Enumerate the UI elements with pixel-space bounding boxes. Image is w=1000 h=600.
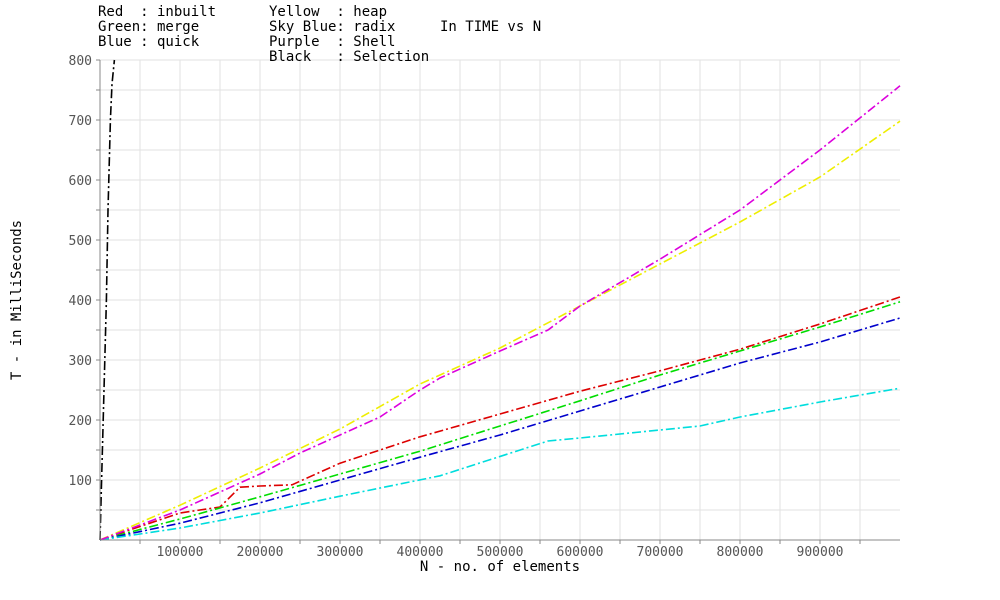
legend-entry-radix: Sky Blue: radix	[269, 19, 395, 35]
legend-entry-quick: Blue : quick	[98, 34, 200, 50]
y-tick-label: 800	[69, 54, 92, 69]
series-line-selection	[99, 59, 116, 541]
y-tick-label: 500	[69, 234, 92, 249]
legend-entry-selection: Black : Selection	[269, 49, 429, 65]
legend-entry-inbuilt: Red : inbuilt	[98, 4, 216, 20]
x-tick-label: 200000	[237, 545, 284, 560]
y-axis-title: T - in MilliSeconds	[9, 220, 25, 380]
x-tick-label: 800000	[717, 545, 764, 560]
x-tick-label: 100000	[157, 545, 204, 560]
series-line-radix	[99, 387, 901, 541]
grid	[100, 59, 900, 540]
series-line-shell	[99, 85, 901, 541]
legend-entry-shell: Purple : Shell	[269, 34, 395, 50]
x-tick-label: 600000	[557, 545, 604, 560]
x-tick-label: 900000	[797, 545, 844, 560]
series-line-inbuilt	[99, 296, 901, 541]
x-tick-label: 400000	[397, 545, 444, 560]
legend-entry-heap: Yellow : heap	[269, 4, 387, 20]
x-tick-label: 300000	[317, 545, 364, 560]
tick-layer: 100000 200000 300000 400000 500000 600000 7000…	[69, 54, 861, 560]
y-tick-label: 300	[69, 354, 92, 369]
y-tick-label: 100	[69, 474, 92, 489]
x-tick-label: 500000	[477, 545, 524, 560]
series-line-quick	[99, 317, 901, 541]
series-line-heap	[99, 120, 901, 541]
chart-title: In TIME vs N	[440, 19, 541, 35]
legend-entry-merge: Green: merge	[98, 19, 199, 35]
x-axis-title: N - no. of elements	[420, 559, 580, 575]
y-tick-label: 400	[69, 294, 92, 309]
x-tick-label: 700000	[637, 545, 684, 560]
y-tick-label: 700	[69, 114, 92, 129]
y-tick-label: 600	[69, 174, 92, 189]
series-layer	[99, 59, 901, 541]
series-line-merge	[99, 301, 901, 541]
y-tick-label: 200	[69, 414, 92, 429]
